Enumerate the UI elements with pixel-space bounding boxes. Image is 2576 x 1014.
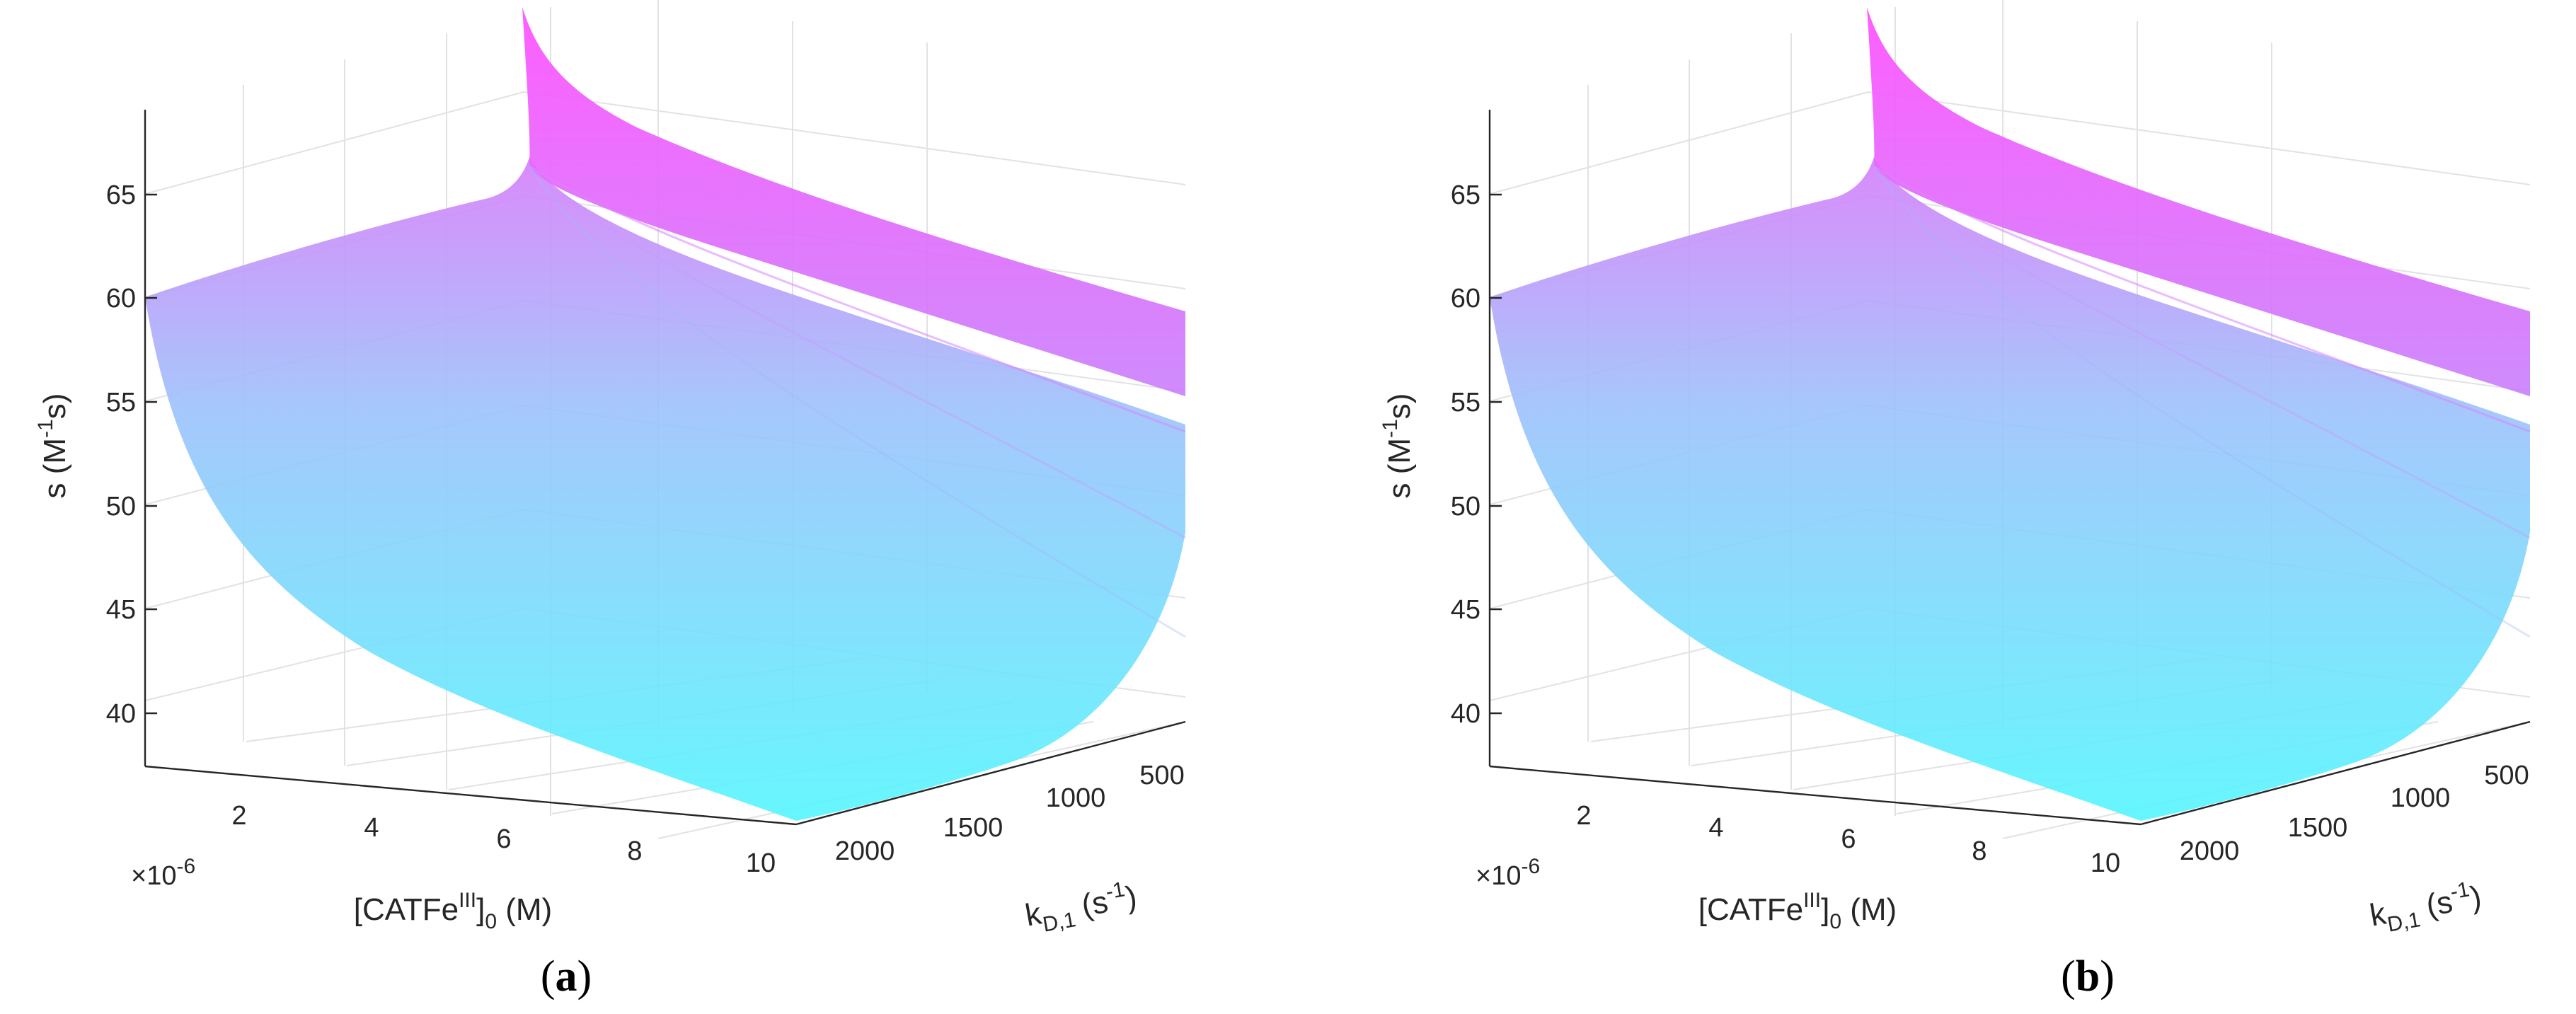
surface-ridge	[1873, 165, 2531, 539]
z-tick: 50	[106, 492, 136, 522]
z-tick: 65	[1451, 180, 1480, 210]
x-exponent-label: ×10-6	[1476, 855, 1540, 891]
y-tick: 2000	[2180, 836, 2240, 866]
x-tick-labels: 2 4 6 8 10	[1576, 801, 2120, 878]
z-axis-label: s (M-1s)	[1379, 393, 1417, 499]
x-axis-label: [CATFeIII]0 (M)	[1698, 889, 1897, 933]
axes	[144, 110, 1186, 826]
z-tick: 45	[1451, 595, 1480, 625]
x-tick: 6	[496, 824, 511, 854]
surface-ridge	[1873, 165, 2531, 433]
x-tick: 6	[1841, 824, 1856, 854]
z-tick: 40	[106, 699, 136, 729]
x-tick: 4	[1708, 813, 1723, 843]
z-tick: 60	[1451, 284, 1480, 313]
y-axis-label: kD,1 (s-1)	[1022, 876, 1140, 940]
z-tick: 65	[106, 180, 136, 210]
surface-body	[145, 157, 1185, 821]
panel-label: (a)	[541, 952, 592, 1001]
y-tick: 2000	[835, 836, 895, 866]
surface	[1490, 7, 2531, 821]
axes	[1488, 110, 2531, 826]
surface-ridge	[528, 165, 1186, 539]
z-tick: 50	[1451, 492, 1480, 522]
surface-ridge	[529, 165, 1186, 433]
panel-label: (b)	[2061, 952, 2115, 1001]
z-tick: 55	[106, 388, 136, 417]
x-tick: 8	[1972, 836, 1986, 866]
y-tick: 500	[1139, 761, 1184, 790]
surface-spike	[1867, 7, 2530, 396]
z-tick: 55	[1451, 388, 1480, 417]
panel-a: 40 45 50 55 60 65 2 4 6 8 10 500 1000 15…	[34, 0, 1186, 1001]
z-tick: 40	[1451, 699, 1480, 729]
y-tick: 500	[2484, 761, 2529, 790]
panel-b: 40 45 50 55 60 65 2 4 6 8 10 500 1000 15…	[1379, 0, 2531, 1001]
y-axis-label: kD,1 (s-1)	[2367, 876, 2485, 940]
z-tick-labels: 40 45 50 55 60 65	[106, 180, 136, 729]
surface-body	[1490, 157, 2530, 821]
x-exponent-label: ×10-6	[131, 855, 195, 891]
z-tick-labels: 40 45 50 55 60 65	[1451, 180, 1480, 729]
y-tick: 1500	[2288, 813, 2348, 843]
y-tick: 1000	[1046, 783, 1106, 813]
surface-ridge	[528, 166, 1186, 638]
x-tick-labels: 2 4 6 8 10	[231, 801, 776, 878]
surface-ridge	[1873, 166, 2531, 638]
x-tick: 8	[627, 836, 642, 866]
y-tick: 1500	[943, 813, 1004, 843]
z-axis-label: s (M-1s)	[34, 393, 72, 499]
surface	[145, 7, 1186, 821]
x-tick: 4	[364, 813, 379, 843]
x-tick: 10	[746, 848, 776, 878]
x-axis-label: [CATFeIII]0 (M)	[354, 889, 552, 933]
x-tick: 10	[2091, 848, 2120, 878]
x-tick: 2	[231, 801, 246, 831]
x-tick: 2	[1576, 801, 1591, 831]
surface-spike	[522, 7, 1185, 396]
z-tick: 60	[106, 284, 136, 313]
y-tick: 1000	[2391, 783, 2451, 813]
y-tick-labels: 500 1000 1500 2000	[835, 761, 1185, 866]
y-tick-labels: 500 1000 1500 2000	[2180, 761, 2529, 866]
z-tick: 45	[106, 595, 136, 625]
